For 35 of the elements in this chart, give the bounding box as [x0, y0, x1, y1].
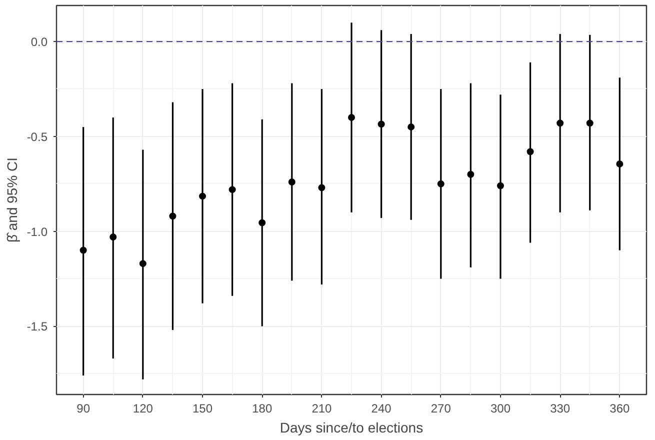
- x-tick-label: 150: [192, 402, 213, 416]
- point: [467, 170, 474, 178]
- x-tick-label: 180: [252, 402, 272, 416]
- x-tick-label: 240: [371, 402, 392, 416]
- point: [556, 120, 564, 127]
- x-tick-label: 210: [312, 402, 332, 416]
- x-tick-label: 90: [76, 402, 90, 416]
- y-tick-label: -1.5: [26, 320, 48, 334]
- point: [228, 186, 236, 194]
- point: [378, 120, 385, 128]
- y-tick-label: -0.5: [26, 130, 48, 144]
- point: [110, 234, 117, 240]
- point: [139, 260, 146, 268]
- x-tick-label: 300: [490, 402, 511, 416]
- point: [318, 184, 326, 192]
- point: [616, 160, 624, 168]
- point: [496, 182, 504, 190]
- x-tick-label: 360: [610, 402, 630, 416]
- x-tick-label: 120: [132, 402, 154, 416]
- point: [199, 192, 206, 200]
- x-tick-label: 270: [430, 402, 452, 416]
- point: [348, 114, 355, 121]
- point: [526, 148, 534, 156]
- x-tick-label: 330: [550, 402, 570, 416]
- y-tick-label: -1.0: [26, 224, 48, 239]
- y-tick-label: 0.0: [30, 35, 48, 50]
- x-axis-title: Days since/to elections: [280, 420, 424, 436]
- y-axis-title: β̂ and 95% CI: [4, 157, 20, 243]
- point: [169, 212, 176, 220]
- point: [586, 120, 594, 127]
- point: [258, 219, 266, 226]
- point: [408, 123, 415, 130]
- point: [437, 180, 444, 188]
- point: [80, 246, 87, 254]
- point: [288, 178, 296, 186]
